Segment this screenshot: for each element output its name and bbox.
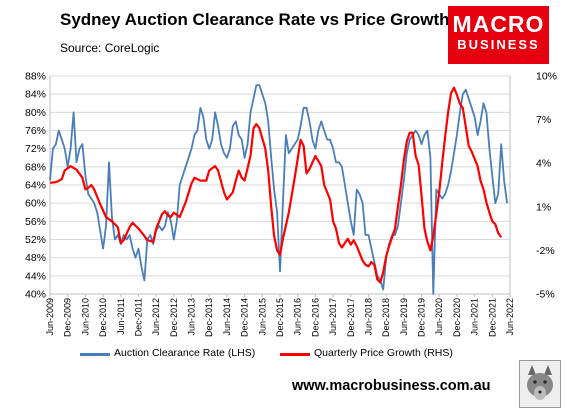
left-axis-tick-label: 40% — [25, 289, 46, 301]
x-axis-tick-label: Dec-2010 — [98, 298, 108, 337]
chart-source: Source: CoreLogic — [60, 41, 160, 55]
x-axis-tick-label: Jun-2017 — [328, 298, 338, 336]
x-axis-tick-label: Jun-2010 — [80, 298, 90, 336]
x-axis-tick-label: Jun-2009 — [45, 298, 55, 336]
legend-label-price-growth: Quarterly Price Growth (RHS) — [314, 347, 453, 359]
x-axis-tick-label: Dec-2018 — [381, 298, 391, 337]
x-axis-tick-label: Dec-2012 — [169, 298, 179, 337]
x-axis-tick-label: Jun-2011 — [116, 298, 126, 335]
right-axis-tick-label: 4% — [536, 158, 551, 170]
left-axis-tick-label: 52% — [25, 234, 46, 246]
x-axis-tick-label: Jun-2020 — [434, 298, 444, 336]
left-axis-tick-label: 48% — [25, 252, 46, 264]
website-url: www.macrobusiness.com.au — [292, 378, 491, 394]
x-axis-tick-label: Jun-2014 — [222, 298, 232, 336]
left-axis-tick-label: 88% — [25, 71, 46, 83]
x-axis-ticks: Jun-2009 Dec-2009 Jun-2010 Dec-2010 Jun-2011… — [45, 294, 515, 337]
chart-title: Sydney Auction Clearance Rate vs Price G… — [60, 10, 450, 29]
left-axis-tick-label: 84% — [25, 89, 46, 101]
wolf-mascot-icon — [519, 360, 561, 408]
left-axis-tick-label: 68% — [25, 161, 46, 173]
x-axis-tick-label: Dec-2020 — [452, 298, 462, 337]
left-axis-tick-label: 60% — [25, 198, 46, 210]
x-axis-tick-label: Jun-2022 — [505, 298, 515, 336]
left-axis-tick-label: 76% — [25, 125, 46, 137]
left-axis-ticks: 40% 44% 48% 52% 56% 60% 64% 68% 72% 76% 80% 84% 88% — [25, 71, 46, 301]
x-axis-tick-label: Dec-2021 — [487, 298, 497, 337]
legend-line-clearance — [80, 353, 110, 356]
x-axis-tick-label: Jun-2018 — [363, 298, 373, 336]
x-axis-tick-label: Dec-2014 — [240, 298, 250, 337]
right-axis-tick-label: 7% — [536, 114, 551, 126]
x-axis-tick-label: Jun-2013 — [187, 298, 197, 336]
x-axis-tick-label: Jun-2016 — [293, 298, 303, 336]
x-axis-tick-label: Dec-2019 — [417, 298, 427, 337]
series-line-clearance-rate — [49, 84, 508, 295]
right-axis-tick-label: 10% — [536, 71, 557, 83]
x-axis-tick-label: Jun-2021 — [470, 298, 480, 336]
x-axis-tick-label: Jun-2015 — [257, 298, 267, 336]
x-axis-tick-label: Dec-2013 — [204, 298, 214, 337]
x-axis-tick-label: Dec-2009 — [63, 298, 73, 337]
legend-line-price-growth — [280, 353, 310, 356]
right-axis-ticks: -5% -2% 1% 4% 7% 10% — [536, 71, 557, 301]
left-axis-tick-label: 56% — [25, 216, 46, 228]
legend-label-clearance: Auction Clearance Rate (LHS) — [114, 347, 256, 359]
left-axis-tick-label: 64% — [25, 180, 46, 192]
line-chart: 40%44%48%52%56%60%64%68%72%76%80%84%88% … — [25, 71, 557, 338]
x-axis-tick-label: Jun-2019 — [399, 298, 409, 336]
x-axis-tick-label: Dec-2011 — [133, 298, 143, 336]
x-axis-tick-label: Dec-2016 — [310, 298, 320, 337]
x-axis-tick-label: Dec-2015 — [275, 298, 285, 337]
x-axis-tick-label: Jun-2012 — [151, 298, 161, 336]
logo-line-2: BUSINESS — [457, 37, 540, 52]
series-line-price-growth — [49, 86, 503, 284]
left-axis-tick-label: 44% — [25, 270, 46, 282]
macrobusiness-logo: MACRO BUSINESS — [448, 6, 549, 64]
right-axis-tick-label: -2% — [536, 245, 555, 257]
left-axis-tick-label: 72% — [25, 143, 46, 155]
right-axis-tick-label: -5% — [536, 289, 555, 301]
right-axis-tick-label: 1% — [536, 201, 551, 213]
series-lines — [49, 84, 508, 295]
logo-line-1: MACRO — [452, 11, 545, 37]
x-axis-tick-label: Dec-2017 — [346, 298, 356, 337]
left-axis-tick-label: 80% — [25, 107, 46, 119]
